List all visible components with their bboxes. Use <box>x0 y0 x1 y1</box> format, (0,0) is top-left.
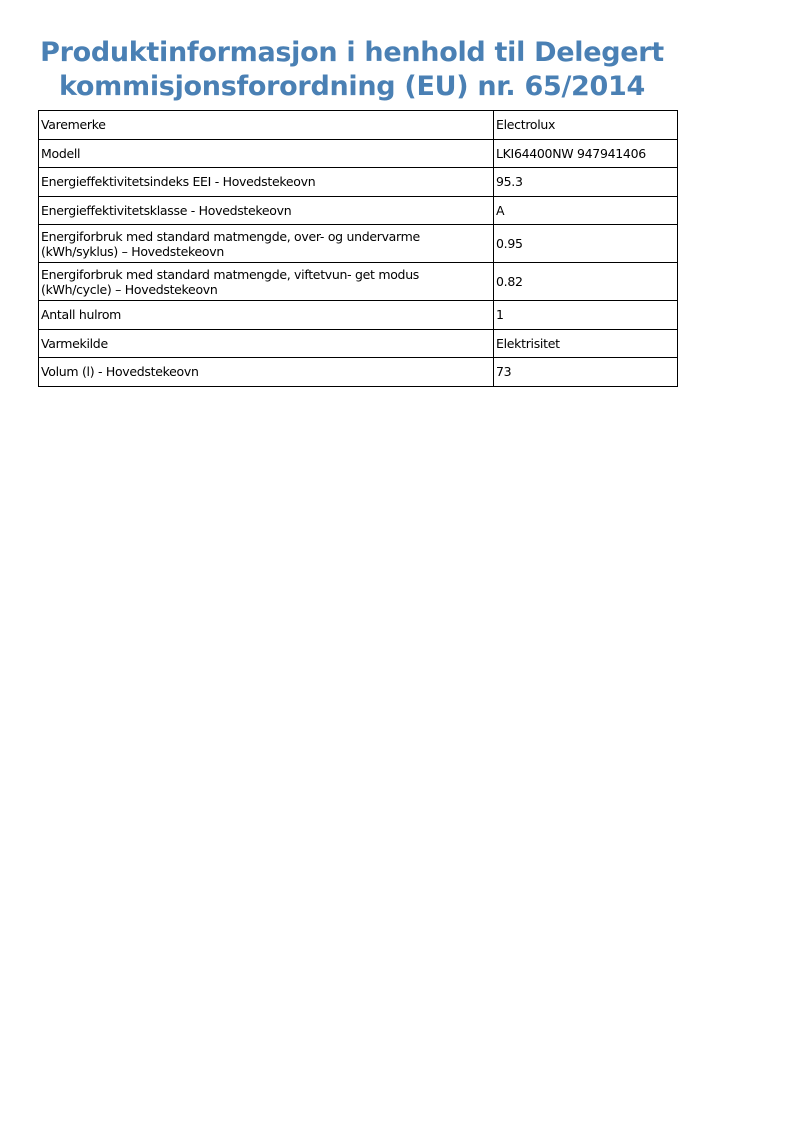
row-value: 0.95 <box>493 224 678 263</box>
row-value: 73 <box>493 357 678 387</box>
title-line-2: kommisjonsforordning (EU) nr. 65/2014 <box>59 71 645 102</box>
row-label-text: Varemerke <box>41 117 106 133</box>
row-label-text: Antall hulrom <box>41 307 122 323</box>
table-row: Energieffektivitetsklasse - Hovedstekeov… <box>38 195 678 225</box>
title-line-1: Produktinformasjon i henhold til Deleger… <box>40 37 664 68</box>
table-row: Energiforbruk med standard matmengde, vi… <box>38 262 678 301</box>
row-label: Energiforbruk med standard matmengde, ov… <box>38 224 494 263</box>
row-value: Elektrisitet <box>493 328 678 358</box>
row-label: Varmekilde <box>38 328 494 358</box>
row-label-text: Volum (l) - Hovedstekeovn <box>41 364 199 380</box>
table-row: Varemerke Electrolux <box>38 110 678 140</box>
row-label: Energieffektivitetsklasse - Hovedstekeov… <box>38 195 494 225</box>
row-value: 1 <box>493 300 678 330</box>
table-row: Antall hulrom 1 <box>38 300 678 330</box>
row-value: LKI64400NW 947941406 <box>493 138 678 168</box>
row-label-text: Varmekilde <box>41 335 108 351</box>
row-label: Energieffektivitetsindeks EEI - Hovedste… <box>38 167 494 197</box>
row-label: Energiforbruk med standard matmengde, vi… <box>38 262 494 301</box>
row-label-text-2: (kWh/syklus) – Hovedstekeovn <box>41 243 224 259</box>
row-label: Volum (l) - Hovedstekeovn <box>38 357 494 387</box>
row-value: A <box>493 195 678 225</box>
row-label-text: Modell <box>41 145 81 161</box>
row-label-text-2: (kWh/cycle) – Hovedstekeovn <box>41 281 218 297</box>
table-row: Energieffektivitetsindeks EEI - Hovedste… <box>38 167 678 197</box>
row-value: 95.3 <box>493 167 678 197</box>
row-value: 0.82 <box>493 262 678 301</box>
table-row: Energiforbruk med standard matmengde, ov… <box>38 224 678 263</box>
table-row: Volum (l) - Hovedstekeovn 73 <box>38 357 678 387</box>
page-title: Produktinformasjon i henhold til Deleger… <box>0 36 704 104</box>
row-label-text: Energiforbruk med standard matmengde, ov… <box>41 228 420 244</box>
table-row: Varmekilde Elektrisitet <box>38 328 678 358</box>
table-row: Modell LKI64400NW 947941406 <box>38 138 678 168</box>
row-label-text: Energieffektivitetsindeks EEI - Hovedste… <box>41 174 316 190</box>
product-info-table: Varemerke Electrolux Modell LKI64400NW 9479… <box>38 110 678 387</box>
row-label: Modell <box>38 138 494 168</box>
row-label-text: Energieffektivitetsklasse - Hovedstekeov… <box>41 202 292 218</box>
row-label-text: Energiforbruk med standard matmengde, vi… <box>41 266 420 282</box>
row-value: Electrolux <box>493 110 678 140</box>
row-label: Varemerke <box>38 110 494 140</box>
row-label: Antall hulrom <box>38 300 494 330</box>
